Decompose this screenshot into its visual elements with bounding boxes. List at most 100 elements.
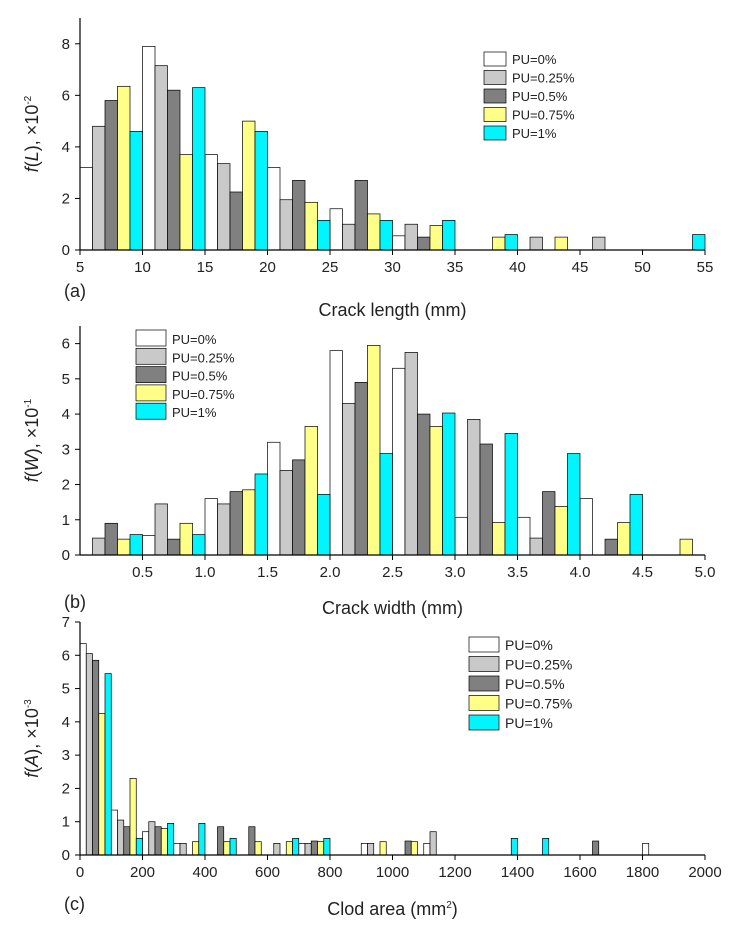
legend-swatch <box>135 402 167 420</box>
bar-PU=0%-1850 <box>642 842 650 856</box>
bar-PU=0.5%-450 <box>217 826 225 856</box>
bar-PU=0.25%-22.5 <box>279 199 293 251</box>
bar-PU=0.75%-1.75 <box>304 426 318 556</box>
x-axis-title: Crack length (mm) <box>318 300 466 320</box>
bar-PU=0%-17.5 <box>204 154 218 251</box>
bar-PU=0.5%-1.75 <box>292 459 306 556</box>
bar-PU=0.75%-17.5 <box>242 120 256 251</box>
bar-PU=1%-17.5 <box>254 131 268 251</box>
panel-label: (c) <box>64 894 85 914</box>
y-tick-label: 5 <box>62 371 70 388</box>
bar-PU=1%-3.25 <box>504 433 518 556</box>
legend-label: PU=0.5% <box>172 369 228 384</box>
bar-PU=1%-52.5 <box>692 234 706 251</box>
bar-PU=1%-250 <box>167 823 175 856</box>
bar-PU=1%-2.25 <box>379 453 393 556</box>
bar-PU=1%-50 <box>104 673 112 856</box>
bar-PU=0.25%-950 <box>367 842 375 856</box>
y-tick-label: 1 <box>62 814 70 831</box>
bar-PU=1%-750 <box>323 838 331 856</box>
x-tick-label: 5 <box>76 259 84 276</box>
y-axis-title: f(W), ×10-1 <box>22 398 42 482</box>
chart-panel-3: 0 200 400 600 800 1000 1200 1400 1600 1800 2000 0 1 2… <box>22 614 722 919</box>
bar-PU=0.25%-47.5 <box>592 236 606 251</box>
bar-PU=0.25%-1150 <box>429 831 437 856</box>
legend-label: PU=1% <box>172 405 217 420</box>
bar-PU=0%-2.25 <box>329 350 343 556</box>
bar-PU=0.25%-0.25 <box>92 537 106 556</box>
chart-panel-1: 5 10 15 20 25 30 35 40 45 50 55 0 2 4 6 8 Crack length (… <box>22 18 713 320</box>
bar-PU=0.75%-750 <box>317 841 325 856</box>
x-tick-label: 1800 <box>626 864 659 881</box>
x-tick-label: 2000 <box>688 864 721 881</box>
y-tick-label: 4 <box>62 714 70 731</box>
panel-label: (b) <box>64 592 86 612</box>
legend-swatch <box>483 70 507 85</box>
legend-swatch <box>468 714 500 731</box>
legend-label: PU=0% <box>512 52 557 67</box>
bar-PU=1%-1.25 <box>254 473 268 556</box>
y-tick-label: 4 <box>62 139 70 156</box>
legend-swatch <box>135 347 167 365</box>
x-tick-label: 200 <box>130 864 155 881</box>
bar-PU=0.5%-150 <box>123 826 131 856</box>
bar-PU=0%-3.75 <box>517 516 531 556</box>
bar-PU=0.25%-3.25 <box>467 419 481 556</box>
bar-PU=0.25%-650 <box>273 842 281 856</box>
bar-PU=1%-37.5 <box>504 234 518 251</box>
x-tick-label: 55 <box>697 259 714 276</box>
x-tick-label: 1.0 <box>195 564 216 581</box>
bar-PU=1%-7.5 <box>129 131 143 251</box>
bar-PU=0%-27.5 <box>329 208 343 251</box>
bar-PU=0%-32.5 <box>392 235 406 251</box>
x-tick-label: 400 <box>192 864 217 881</box>
y-tick-label: 0 <box>62 847 70 864</box>
bar-PU=0.5%-17.5 <box>229 191 243 251</box>
bar-PU=1%-12.5 <box>192 87 206 251</box>
bar-PU=0%-1.75 <box>267 441 281 556</box>
bar-PU=1%-1350 <box>510 838 518 856</box>
x-tick-label: 45 <box>572 259 589 276</box>
bar-PU=0.25%-2.25 <box>342 403 356 556</box>
x-tick-label: 25 <box>322 259 339 276</box>
legend-label: PU=0.5% <box>505 676 565 692</box>
bar-PU=1%-1450 <box>542 838 550 856</box>
x-axis-title: Clod area (mm2) <box>327 899 458 919</box>
bar-PU=0%-12.5 <box>142 46 156 251</box>
bar-PU=0.25%-1.25 <box>217 503 231 556</box>
bar-PU=0.25%-2.75 <box>404 352 418 556</box>
bar-PU=0.5%-3.75 <box>542 491 556 556</box>
bar-PU=0.75%-7.5 <box>117 85 131 251</box>
legend-swatch <box>468 656 500 672</box>
bar-PU=0.5%-32.5 <box>417 236 431 251</box>
bar-PU=0.75%-950 <box>379 841 387 856</box>
legend-label: PU=0.75% <box>505 696 572 712</box>
bar-PU=0.5%-0.75 <box>167 538 181 556</box>
x-tick-label: 4.0 <box>570 564 591 581</box>
legend-label: PU=0.5% <box>512 89 568 104</box>
bar-PU=0.25%-42.5 <box>529 236 543 251</box>
bar-PU=1%-0.25 <box>129 534 143 556</box>
bar-PU=0.5%-7.5 <box>104 100 118 251</box>
bar-PU=0.5%-2.25 <box>354 382 368 556</box>
bar-PU=0.5%-2.75 <box>417 413 431 556</box>
bar-PU=0.5%-0.25 <box>104 522 118 556</box>
bar-PU=1%-150 <box>135 838 143 856</box>
x-axis-title: Crack width (mm) <box>322 598 463 618</box>
bar-PU=0.75%-450 <box>223 841 231 856</box>
bar-PU=0.5%-250 <box>154 826 162 856</box>
bar-PU=0.75%-42.5 <box>554 236 568 251</box>
bar-PU=0.5%-550 <box>248 826 256 856</box>
legend-label: PU=1% <box>512 126 557 141</box>
y-tick-label: 2 <box>62 477 70 494</box>
panel-label: (a) <box>64 281 86 301</box>
bar-PU=0%-3.25 <box>454 516 468 556</box>
legend-swatch <box>483 107 507 122</box>
bar-PU=0.75%-1.25 <box>242 489 256 556</box>
bar-PU=0.75%-550 <box>254 841 262 856</box>
bar-PU=1%-27.5 <box>379 220 393 251</box>
bar-PU=0.75%-4.75 <box>679 538 693 556</box>
x-tick-label: 0.5 <box>132 564 153 581</box>
bar-PU=0.75%-3.25 <box>492 522 506 556</box>
